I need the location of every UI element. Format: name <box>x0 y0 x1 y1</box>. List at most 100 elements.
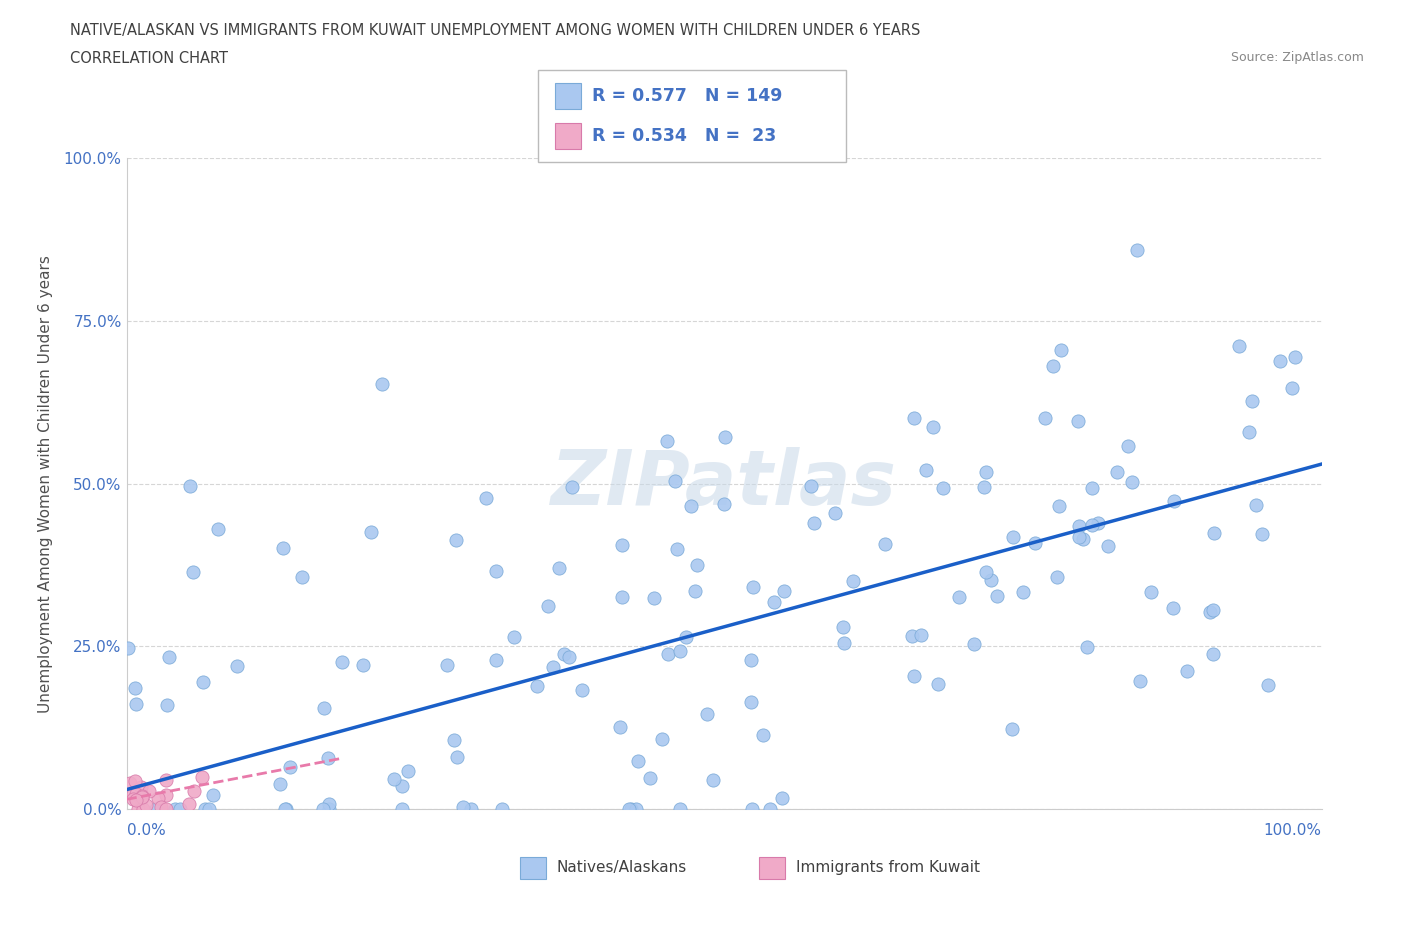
Point <box>669 802 692 817</box>
Point <box>169 802 191 817</box>
Point <box>179 479 201 494</box>
Point <box>620 802 643 817</box>
Point <box>558 649 581 664</box>
Point <box>762 594 785 609</box>
Point <box>436 658 458 673</box>
Point <box>740 652 762 667</box>
Point <box>612 590 634 604</box>
Point <box>491 802 513 817</box>
Point <box>1050 343 1073 358</box>
Point <box>543 659 565 674</box>
Point <box>741 802 763 817</box>
Point <box>446 533 468 548</box>
Point <box>986 589 1008 604</box>
Point <box>963 636 986 651</box>
Point <box>271 540 294 555</box>
Point <box>713 497 735 512</box>
Point <box>1251 527 1274 542</box>
Point <box>274 802 297 817</box>
Point <box>772 583 794 598</box>
Point <box>138 783 160 798</box>
Point <box>1012 585 1035 600</box>
Point <box>316 751 339 765</box>
Point <box>561 479 583 494</box>
Point <box>124 787 146 802</box>
Point <box>842 574 865 589</box>
Point <box>948 590 970 604</box>
Point <box>145 802 167 817</box>
Point <box>655 433 678 448</box>
Point <box>278 760 301 775</box>
Point <box>915 463 938 478</box>
Point <box>873 537 896 551</box>
Point <box>612 538 634 552</box>
Point <box>124 774 146 789</box>
Point <box>927 677 949 692</box>
Point <box>1268 353 1291 368</box>
Point <box>1116 438 1139 453</box>
Text: Source: ZipAtlas.com: Source: ZipAtlas.com <box>1230 51 1364 64</box>
Point <box>657 646 679 661</box>
Point <box>370 377 392 392</box>
Point <box>931 481 953 496</box>
Point <box>627 754 650 769</box>
Point <box>770 790 793 805</box>
Point <box>824 506 846 521</box>
Point <box>651 732 673 747</box>
Point <box>314 701 336 716</box>
Point <box>1161 600 1184 615</box>
Point <box>1202 646 1225 661</box>
Point <box>974 465 997 480</box>
Point <box>460 802 482 817</box>
Text: Natives/Alaskans: Natives/Alaskans <box>557 860 688 875</box>
Point <box>146 790 169 805</box>
Point <box>1237 425 1260 440</box>
Point <box>1076 639 1098 654</box>
Point <box>484 564 506 578</box>
Point <box>1121 475 1143 490</box>
Point <box>740 695 762 710</box>
Point <box>156 698 179 712</box>
Point <box>274 802 297 817</box>
Point <box>127 802 149 817</box>
Point <box>714 430 737 445</box>
Point <box>803 516 825 531</box>
Point <box>1047 498 1070 513</box>
Text: 100.0%: 100.0% <box>1264 823 1322 838</box>
Point <box>702 772 724 787</box>
Point <box>609 720 631 735</box>
Point <box>571 683 593 698</box>
Point <box>686 558 709 573</box>
Point <box>1284 350 1306 365</box>
Point <box>903 411 925 426</box>
Point <box>624 802 647 817</box>
Point <box>742 579 765 594</box>
Point <box>974 565 997 579</box>
Point <box>922 419 945 434</box>
Point <box>135 797 157 812</box>
Point <box>131 790 153 804</box>
Point <box>973 480 995 495</box>
Point <box>1024 536 1046 551</box>
Text: Immigrants from Kuwait: Immigrants from Kuwait <box>796 860 980 875</box>
Point <box>1002 530 1025 545</box>
Point <box>1198 604 1220 619</box>
Point <box>1001 722 1024 737</box>
Point <box>537 598 560 613</box>
Point <box>1163 493 1185 508</box>
Point <box>131 788 153 803</box>
Point <box>1067 530 1090 545</box>
Point <box>1129 674 1152 689</box>
Point <box>131 791 153 806</box>
Point <box>129 779 152 794</box>
Point <box>225 658 247 673</box>
Point <box>752 727 775 742</box>
Point <box>759 802 782 817</box>
Point <box>1042 358 1064 373</box>
Point <box>910 628 932 643</box>
Point <box>291 569 314 584</box>
Point <box>181 565 204 579</box>
Text: R = 0.577   N = 149: R = 0.577 N = 149 <box>592 86 782 105</box>
Point <box>132 802 155 817</box>
Point <box>526 678 548 693</box>
